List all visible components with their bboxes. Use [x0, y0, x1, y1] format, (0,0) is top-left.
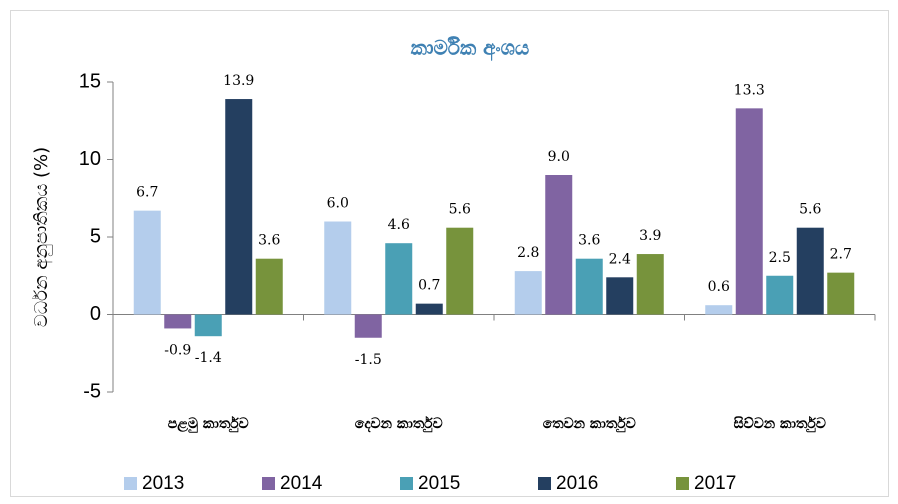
y-tick-label: 0 — [90, 303, 101, 325]
value-label: 3.6 — [258, 233, 280, 249]
legend-label: 2017 — [694, 473, 736, 494]
value-label: -0.9 — [164, 342, 191, 358]
legend-label: 2013 — [142, 473, 184, 494]
bar — [324, 221, 352, 315]
value-label: 13.9 — [223, 73, 254, 89]
value-label: 3.9 — [639, 228, 661, 244]
legend-swatch — [400, 477, 413, 490]
value-label: 2.8 — [517, 245, 539, 261]
x-tick-label: තෙවන කාර්තුව — [543, 415, 636, 433]
bar — [545, 175, 573, 315]
bar — [796, 227, 824, 315]
bar — [194, 314, 222, 337]
bar — [415, 303, 443, 315]
legend-label: 2016 — [556, 473, 598, 494]
y-tick-label: 5 — [90, 225, 101, 247]
bar — [225, 99, 253, 315]
bar — [606, 277, 634, 315]
bar — [735, 108, 763, 315]
bar — [446, 227, 474, 315]
legend-swatch — [676, 477, 689, 490]
value-label: 6.7 — [136, 185, 158, 201]
value-label: 4.6 — [388, 217, 410, 233]
value-label: 9.0 — [548, 149, 570, 165]
chart-title: කාර්මික අංශය — [411, 36, 530, 62]
y-tick-label: 10 — [79, 148, 101, 170]
value-label: -1.4 — [195, 350, 222, 366]
bar — [133, 210, 161, 315]
y-axis-label: වර්ධන අනුපාතිකය (%) — [31, 147, 53, 327]
bar — [766, 275, 794, 315]
legend-swatch — [538, 477, 551, 490]
value-label: -1.5 — [355, 352, 382, 368]
bar — [827, 272, 855, 315]
value-label: 0.7 — [418, 278, 440, 294]
legend-label: 2014 — [280, 473, 323, 494]
y-tick-label: 15 — [79, 70, 101, 92]
x-tick-label: දෙවන කාර්තුව — [355, 415, 443, 433]
value-label: 2.4 — [609, 251, 631, 267]
legend-swatch — [262, 477, 275, 490]
value-label: 0.6 — [708, 279, 730, 295]
value-label: 3.6 — [578, 233, 600, 249]
value-label: 2.5 — [769, 250, 791, 266]
bar — [164, 314, 192, 329]
value-label: 2.7 — [830, 247, 852, 263]
value-label: 6.0 — [327, 196, 349, 212]
bar — [636, 254, 664, 315]
bar — [385, 243, 413, 315]
x-tick-label: සිව්වන කාර්තුව — [734, 415, 826, 433]
x-tick-label: පළමු කාර්තුව — [168, 415, 249, 434]
legend-label: 2015 — [418, 473, 460, 494]
bar — [255, 258, 283, 315]
bar — [354, 314, 382, 338]
bar — [575, 258, 603, 315]
value-label: 5.6 — [799, 202, 821, 218]
bar — [705, 305, 733, 315]
bar — [514, 271, 542, 315]
legend-swatch — [124, 477, 137, 490]
value-label: 13.3 — [734, 82, 765, 98]
y-tick-label: -5 — [83, 380, 101, 402]
value-label: 5.6 — [449, 202, 471, 218]
